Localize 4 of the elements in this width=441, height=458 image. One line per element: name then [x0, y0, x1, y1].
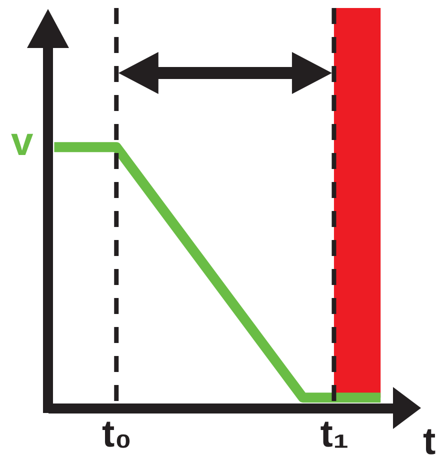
x-tick-label: t₀ — [102, 414, 132, 456]
series-label: v — [10, 120, 34, 164]
x-tick-label: t₁ — [320, 414, 349, 456]
text: t — [423, 421, 436, 458]
